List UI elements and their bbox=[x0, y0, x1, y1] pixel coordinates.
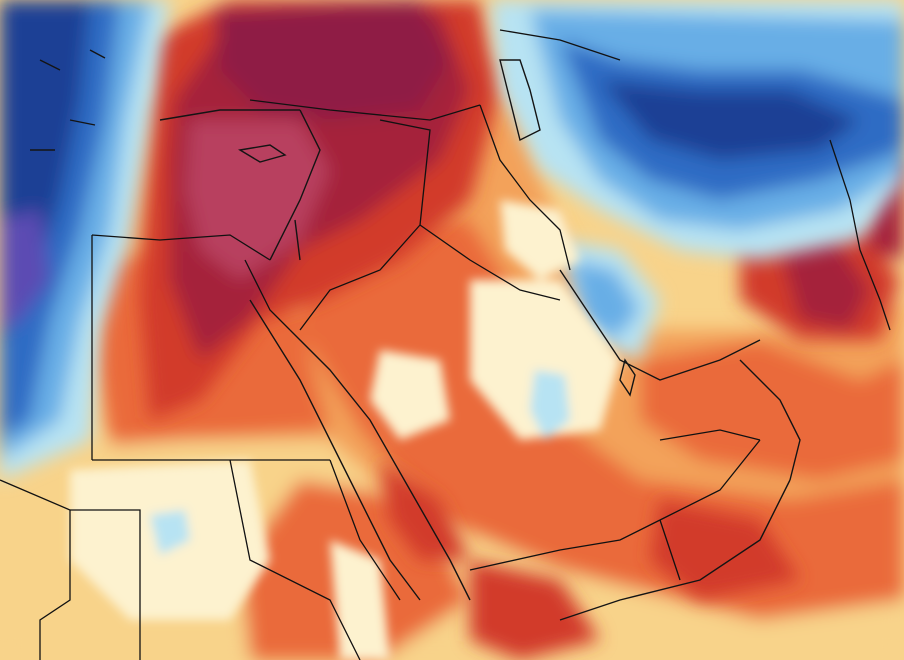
coastlines bbox=[30, 49, 801, 621]
arabian-sea-coast bbox=[559, 479, 791, 621]
border-sudan-ethiopia bbox=[329, 459, 401, 601]
border-jordan-saudi bbox=[299, 224, 421, 331]
cool-pale-libya bbox=[150, 510, 190, 555]
red-sea-coast-west bbox=[249, 299, 421, 601]
hot-red-yemen bbox=[470, 560, 600, 660]
violet-west bbox=[0, 210, 50, 330]
dead-sea-line bbox=[294, 219, 301, 261]
qatar-outline bbox=[619, 358, 636, 397]
border-saudi-uae bbox=[659, 429, 761, 441]
aegean-islands bbox=[30, 49, 106, 151]
border-iran-pakistan bbox=[859, 249, 891, 331]
cyprus-outline bbox=[238, 144, 287, 163]
hot-magenta-syria bbox=[185, 120, 330, 280]
red-sea-coast-east bbox=[289, 329, 471, 601]
hot-red-hejaz bbox=[380, 460, 470, 560]
gulf-of-oman-coast bbox=[739, 359, 801, 481]
cold-field-layer bbox=[0, 0, 904, 480]
caspian-outline bbox=[499, 59, 541, 142]
neutral-arabia-center bbox=[470, 280, 620, 440]
border-saudi-yemen bbox=[469, 519, 661, 571]
border-sinai bbox=[244, 259, 291, 331]
hot-max-turkey bbox=[215, 0, 450, 120]
warm-orange-region-oman bbox=[640, 340, 904, 480]
border-iraq-iran bbox=[479, 104, 571, 271]
cool-pale-arabia bbox=[530, 370, 570, 440]
country-borders bbox=[0, 29, 891, 660]
border-sudan-inner bbox=[229, 459, 361, 660]
border-libya-chad bbox=[70, 509, 141, 660]
border-yemen-oman bbox=[659, 519, 681, 581]
border-syria-iraq bbox=[379, 119, 431, 226]
border-sudan-libya bbox=[0, 479, 71, 660]
border-egypt-med bbox=[91, 234, 271, 261]
cold-deep-east bbox=[600, 80, 860, 160]
border-turkey-syria bbox=[249, 99, 481, 121]
hot-dark-iran bbox=[780, 230, 870, 330]
border-iran-afghan bbox=[829, 139, 861, 251]
hot-red-arabia-south bbox=[650, 500, 800, 600]
border-caucasus bbox=[499, 29, 621, 61]
border-saudi-oman bbox=[659, 439, 761, 521]
levant-coast bbox=[269, 109, 321, 261]
neutral-iraq bbox=[500, 200, 580, 280]
turkey-south-coast bbox=[159, 109, 300, 121]
persian-gulf-coast bbox=[559, 269, 761, 381]
neutral-arabia-west bbox=[370, 350, 450, 440]
border-iraq-saudi bbox=[419, 224, 561, 301]
